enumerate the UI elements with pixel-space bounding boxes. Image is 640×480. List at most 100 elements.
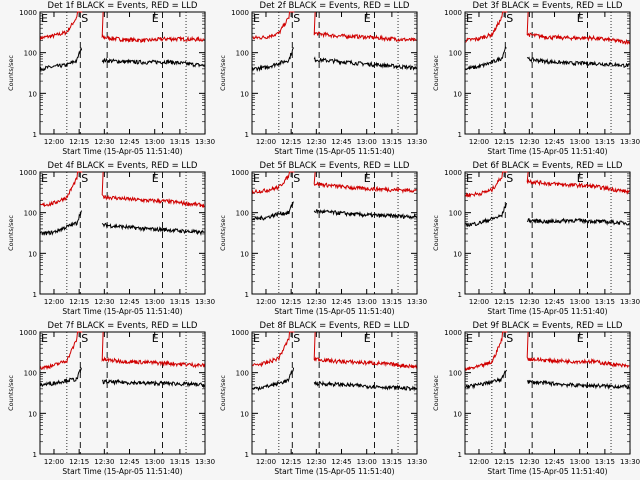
y-axis-label: Counts/sec xyxy=(7,215,15,251)
lld-series-line xyxy=(101,11,205,44)
y-tick-label: 100 xyxy=(449,210,462,218)
marker-label: E xyxy=(41,332,48,345)
marker-label: E xyxy=(253,12,260,25)
events-series-line xyxy=(313,56,417,71)
panel-title: Det 4f BLACK = Events, RED = LLD xyxy=(48,161,198,171)
y-tick-label: 1 xyxy=(33,131,37,139)
panel-5: Det 5f BLACK = Events, RED = LLD 1 10 100 10… xyxy=(219,161,427,316)
y-tick-label: 100 xyxy=(24,50,37,58)
y-tick-label: 100 xyxy=(449,50,462,58)
x-tick-label: 12:00 xyxy=(44,138,64,146)
lld-series-line xyxy=(465,11,508,43)
x-tick-label: 12:45 xyxy=(544,298,564,306)
x-tick-label: 12:15 xyxy=(69,298,89,306)
x-tick-label: 13:30 xyxy=(620,298,640,306)
panel-title: Det 7f BLACK = Events, RED = LLD xyxy=(48,321,198,331)
x-axis-label: Start Time (15-Apr-05 11:51:40) xyxy=(274,307,394,316)
events-series-line xyxy=(526,217,630,226)
x-tick-label: 13:30 xyxy=(620,138,640,146)
events-series-line xyxy=(40,210,83,236)
y-tick-label: 1 xyxy=(458,451,462,459)
y-tick-label: 1000 xyxy=(19,169,37,177)
x-axis-label: Start Time (15-Apr-05 11:51:40) xyxy=(487,307,607,316)
x-tick-label: 13:15 xyxy=(382,138,402,146)
marker-label: E xyxy=(364,332,371,345)
lld-series-line xyxy=(526,171,630,196)
y-axis-label: Counts/sec xyxy=(432,375,440,411)
y-tick-label: 1000 xyxy=(231,9,249,17)
marker-label: E xyxy=(253,172,260,185)
plot-frame xyxy=(39,171,206,295)
x-tick-label: 13:00 xyxy=(145,458,165,466)
x-tick-label: 12:45 xyxy=(331,458,351,466)
x-tick-label: 13:30 xyxy=(195,298,215,306)
y-tick-label: 100 xyxy=(24,210,37,218)
y-axis-label: Counts/sec xyxy=(219,215,227,251)
events-series-line xyxy=(101,378,205,389)
events-series-line xyxy=(313,208,417,220)
x-tick-label: 12:30 xyxy=(519,138,539,146)
marker-label: E xyxy=(152,332,159,345)
panel-8: Det 8f BLACK = Events, RED = LLD 1 10 100 10… xyxy=(219,321,427,476)
y-tick-label: 10 xyxy=(453,410,462,418)
panel-title: Det 1f BLACK = Events, RED = LLD xyxy=(48,1,198,11)
plot-frame xyxy=(251,171,418,295)
events-series-line xyxy=(252,367,295,392)
marker-label: S xyxy=(81,172,88,185)
x-tick-label: 13:00 xyxy=(145,298,165,306)
x-axis-label: Start Time (15-Apr-05 11:51:40) xyxy=(62,147,182,156)
panel-6: Det 6f BLACK = Events, RED = LLD 1 10 100 10… xyxy=(432,161,640,316)
y-axis-label: Counts/sec xyxy=(432,215,440,251)
y-tick-label: 1000 xyxy=(444,329,462,337)
x-tick-label: 12:00 xyxy=(44,458,64,466)
panel-3: Det 3f BLACK = Events, RED = LLD 1 10 100 10… xyxy=(432,1,640,156)
y-tick-label: 10 xyxy=(453,90,462,98)
plot-frame xyxy=(464,11,631,135)
lld-series-line xyxy=(313,171,417,194)
x-tick-label: 12:45 xyxy=(544,138,564,146)
y-tick-label: 1000 xyxy=(444,9,462,17)
x-tick-label: 12:00 xyxy=(469,298,489,306)
x-tick-label: 12:45 xyxy=(331,298,351,306)
events-series-line xyxy=(465,369,508,390)
y-tick-label: 1000 xyxy=(444,169,462,177)
x-tick-label: 12:30 xyxy=(306,298,326,306)
marker-label: E xyxy=(364,172,371,185)
panel-1: Det 1f BLACK = Events, RED = LLD 1 10 100 10… xyxy=(7,1,215,156)
y-tick-label: 100 xyxy=(236,50,249,58)
x-tick-label: 13:00 xyxy=(145,138,165,146)
y-tick-label: 100 xyxy=(449,370,462,378)
events-series-line xyxy=(313,380,417,392)
y-tick-label: 10 xyxy=(240,90,249,98)
x-tick-label: 13:15 xyxy=(595,298,615,306)
events-series-line xyxy=(40,47,83,73)
x-tick-label: 13:30 xyxy=(620,458,640,466)
marker-label: S xyxy=(506,172,513,185)
events-series-line xyxy=(101,57,205,68)
y-tick-label: 100 xyxy=(236,370,249,378)
y-tick-label: 1 xyxy=(245,451,249,459)
x-tick-label: 13:15 xyxy=(595,138,615,146)
panel-9: Det 9f BLACK = Events, RED = LLD 1 10 100 10… xyxy=(432,321,640,476)
x-tick-label: 13:30 xyxy=(195,458,215,466)
lld-series-line xyxy=(40,331,83,371)
y-tick-label: 10 xyxy=(28,250,37,258)
y-axis-label: Counts/sec xyxy=(7,375,15,411)
panel-2: Det 2f BLACK = Events, RED = LLD 1 10 100 10… xyxy=(219,1,427,156)
y-tick-label: 10 xyxy=(28,90,37,98)
y-tick-label: 10 xyxy=(240,410,249,418)
lld-series-line xyxy=(252,171,295,195)
y-tick-label: 10 xyxy=(240,250,249,258)
lld-series-line xyxy=(40,171,83,208)
plot-frame xyxy=(39,331,206,455)
x-tick-label: 12:45 xyxy=(119,138,139,146)
x-tick-label: 13:30 xyxy=(407,298,427,306)
y-tick-label: 10 xyxy=(453,250,462,258)
marker-label: S xyxy=(506,332,513,345)
y-tick-label: 10 xyxy=(28,410,37,418)
x-tick-label: 12:15 xyxy=(69,458,89,466)
marker-label: E xyxy=(364,12,371,25)
y-tick-label: 1000 xyxy=(19,9,37,17)
x-tick-label: 12:45 xyxy=(544,458,564,466)
plot-frame xyxy=(464,331,631,455)
